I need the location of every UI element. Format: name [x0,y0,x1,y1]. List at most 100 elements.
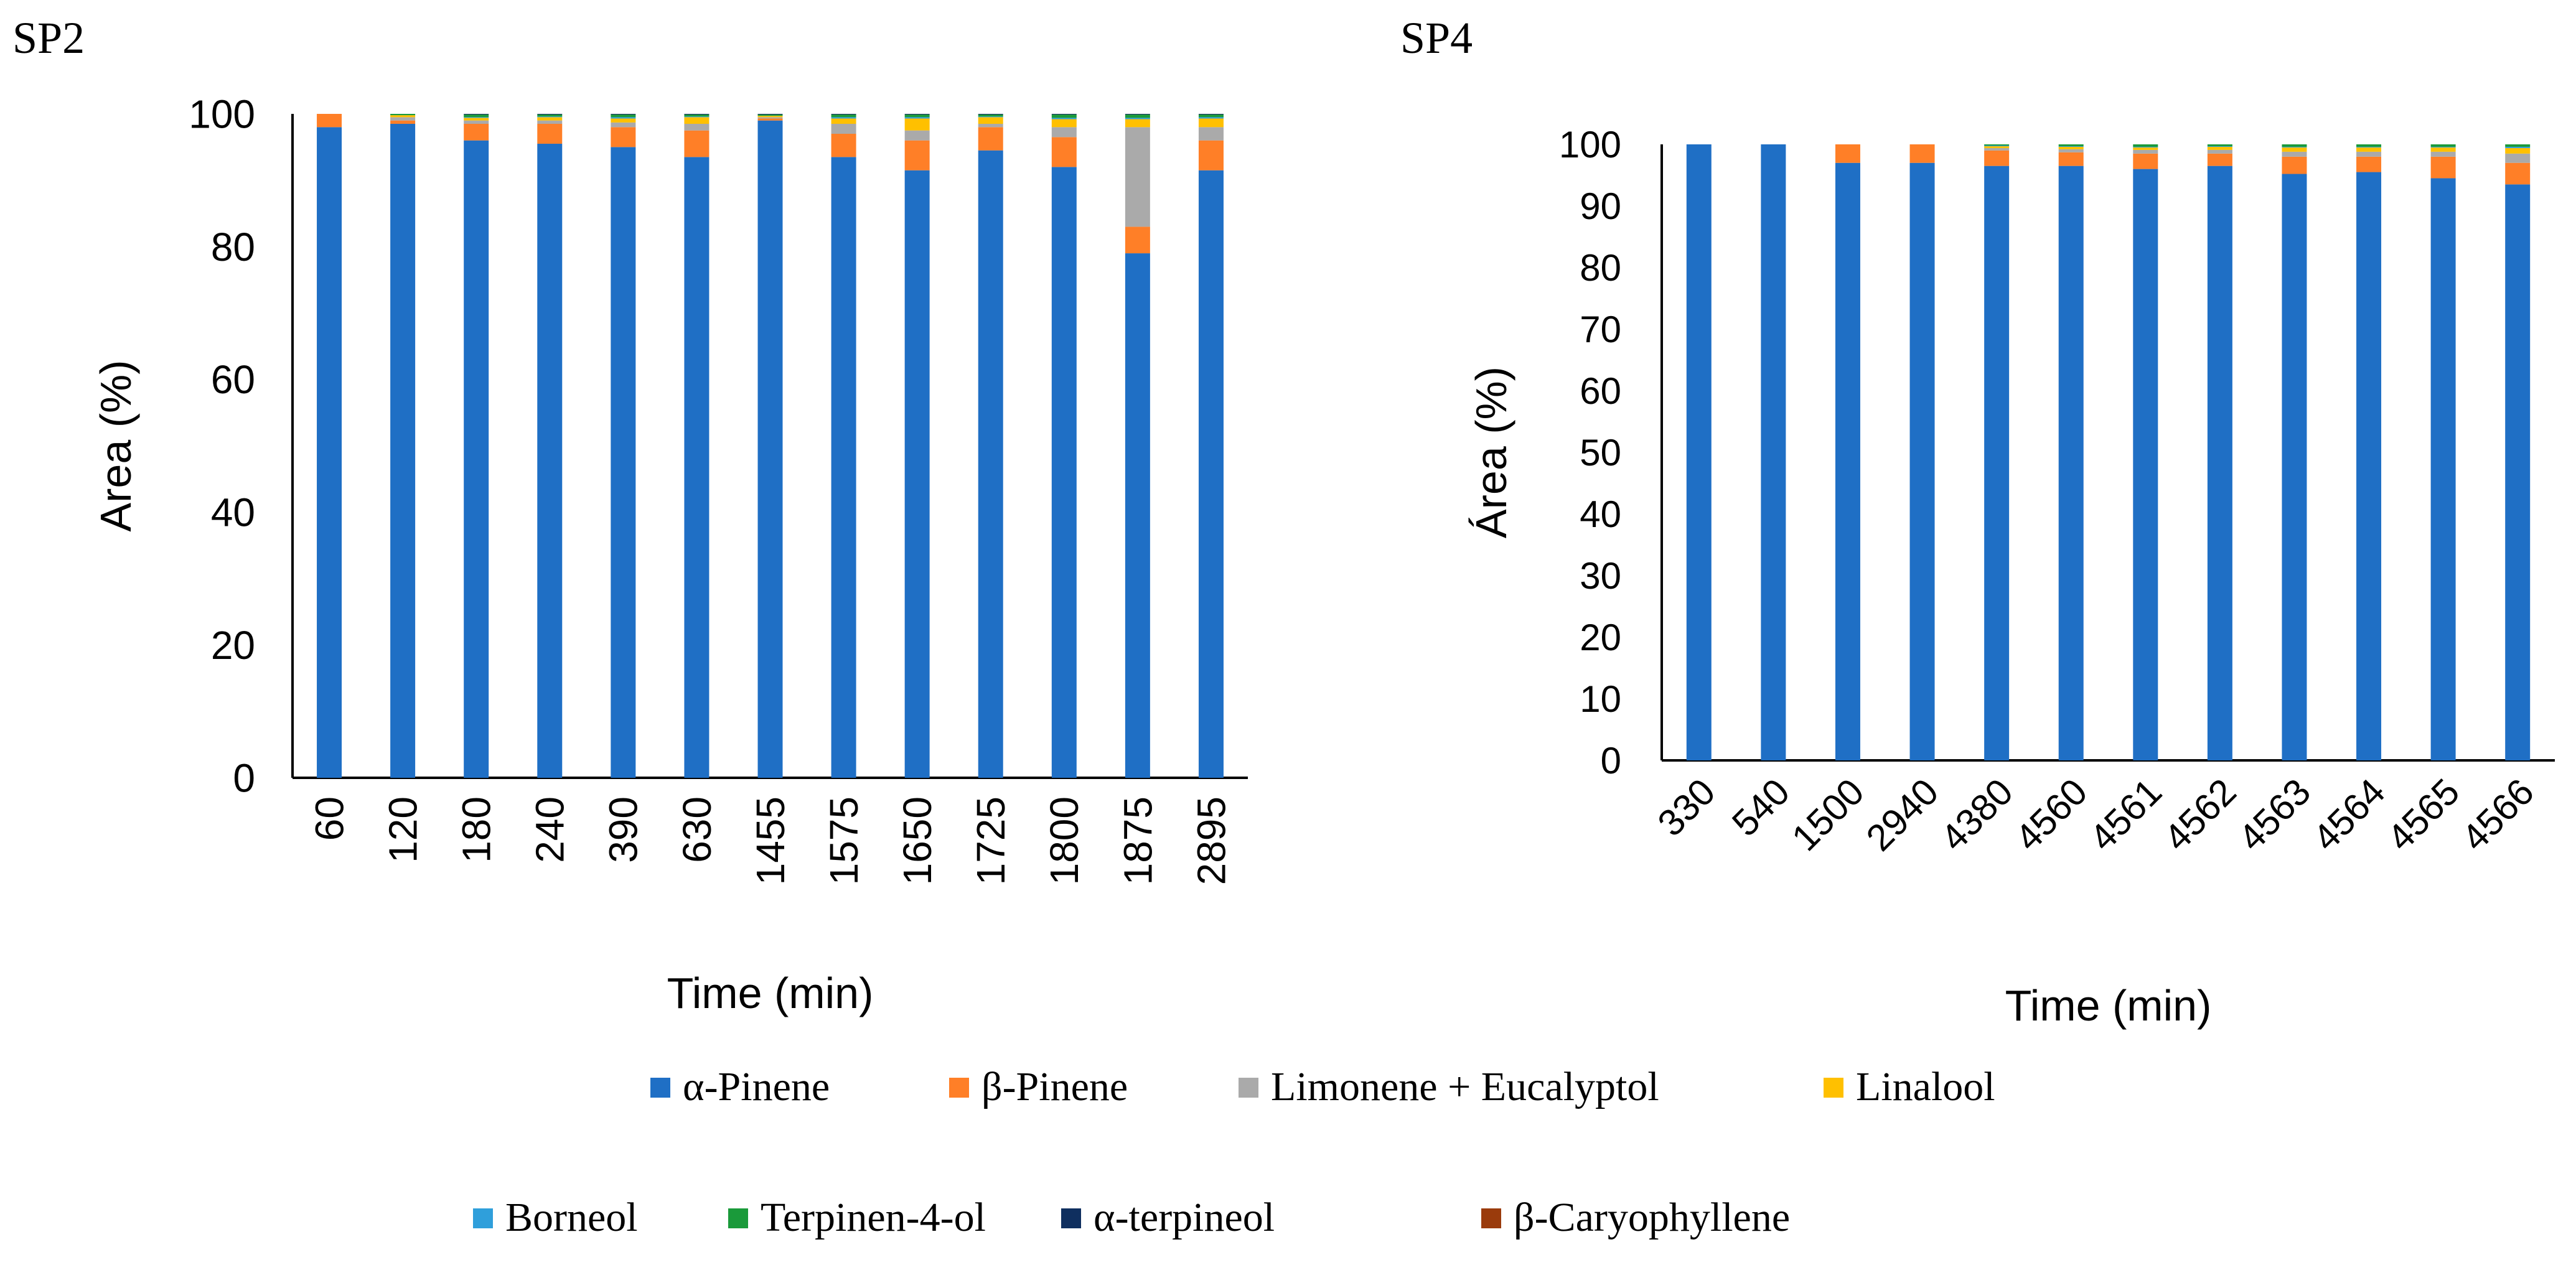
sp2-bar-terpinen-4-ol [1198,114,1224,118]
sp2-bar-alpha-pinene [978,150,1003,778]
sp2-bar-beta-pinene [390,120,416,124]
sp4-bar-alpha-pinene [2207,166,2232,760]
sp2-bar-terpinen-4-ol [831,114,856,118]
sp4-bar-limonene-eucalyptol [2505,153,2531,163]
sp4-bar-borneol [2505,146,2531,148]
sp2-bar-terpinen-4-ol [1051,114,1077,118]
sp2-bar-terpinen-4-ol [757,114,783,116]
sp2-bar-alpha-pinene [464,140,489,778]
sp4-bar-alpha-pinene [2505,184,2531,761]
sp2-bar-linalool [611,118,636,123]
sp4-y-tick-label: 0 [1601,740,1621,782]
sp2-bar-limonene-eucalyptol [1198,127,1224,141]
sp2-y-axis-title: Area (%) [91,360,140,531]
sp2-bar-alpha-pinene [390,124,416,778]
legend-label-limonene-eucalyptol: Limonene + Eucalyptol [1271,1064,1659,1109]
sp2-bar-limonene-eucalyptol [611,122,636,128]
sp2-bar-beta-pinene [464,124,489,141]
sp4-bar-linalool [2133,147,2158,150]
sp4-x-axis-title: Time (min) [2005,981,2212,1030]
sp4-bar-beta-pinene [2058,152,2084,166]
legend-label-alpha-terpineol: α-terpineol [1094,1195,1275,1240]
sp2-bar-terpinen-4-ol [684,114,710,117]
sp2-x-tick-label: 1455 [748,796,793,885]
legend-label-terpinen-4-ol: Terpinen-4-ol [761,1195,986,1240]
sp4-bar-beta-pinene [1909,144,1935,163]
sp4-bar-borneol [2058,146,2084,147]
sp4-bar-terpinen-4-ol [2356,144,2382,147]
sp4-x-tick-label: 4561 [2081,771,2170,859]
sp4-bar-beta-pinene [2282,156,2307,174]
sp2-bar-beta-pinene [317,114,342,128]
sp2-x-tick-label: 390 [601,796,646,863]
sp4-bar-alpha-pinene [1686,144,1712,760]
legend-swatch-alpha-terpineol [1061,1208,1081,1228]
sp2-x-tick-label: 240 [528,796,573,863]
sp4-x-tick-label: 4562 [2156,771,2244,859]
sp2-bar-borneol [464,117,489,118]
sp2-bar-borneol [904,117,930,119]
sp4-bar-limonene-eucalyptol [2282,151,2307,157]
sp2-bar-alpha-pinene [904,170,930,778]
sp4-bar-limonene-eucalyptol [2430,151,2456,157]
sp4-y-tick-label: 80 [1580,247,1621,289]
sp4-bar-terpinen-4-ol [2058,144,2084,146]
sp4-y-tick-label: 60 [1580,370,1621,412]
sp2-bar-linalool [904,118,930,131]
sp4-bar-beta-pinene [2207,153,2232,166]
sp4-bar-alpha-pinene [1835,162,1860,760]
sp4-x-tick-label: 2940 [1858,771,1947,859]
sp4-bar-alpha-pinene [1984,166,2010,760]
sp2-bar-terpinen-4-ol [1125,114,1150,118]
sp2-bar-borneol [537,116,563,118]
sp4-y-axis-title: Área (%) [1467,367,1515,538]
sp2-bar-beta-pinene [684,130,710,157]
sp2-bar-terpinen-4-ol [978,114,1003,117]
legend-label-borneol: Borneol [505,1195,638,1240]
sp4-bar-linalool [1984,146,2010,148]
legend-swatch-alpha-pinene [650,1078,670,1098]
sp2-bar-terpinen-4-ol [611,114,636,118]
sp2-bar-borneol [831,117,856,119]
sp2-bar-beta-pinene [831,134,856,157]
sp4-bar-alpha-pinene [2058,166,2084,760]
sp2-bar-borneol [978,116,1003,118]
sp2-bar-terpinen-4-ol [537,114,563,117]
legend-swatch-borneol [473,1208,493,1228]
sp2-bar-alpha-pinene [317,127,342,778]
sp4-x-tick-label: 1500 [1784,771,1872,859]
sp2-bar-borneol [684,116,710,118]
sp2-bar-linalool [978,117,1003,124]
sp2-x-tick-label: 1875 [1115,796,1160,885]
sp4-bar-linalool [2207,146,2232,150]
sp4-bar-limonene-eucalyptol [2133,149,2158,154]
sp4-x-tick-label: 4560 [2007,771,2096,859]
sp4-bar-linalool [2282,147,2307,152]
sp2-bar-alpha-pinene [611,147,636,778]
sp2-x-tick-label: 630 [675,796,719,863]
sp2-y-tick-label: 100 [189,91,255,136]
sp4-y-tick-label: 50 [1580,432,1621,474]
sp2-bar-linalool [1051,119,1077,128]
sp2-x-tick-label: 60 [307,796,352,841]
sp4-y-tick-label: 100 [1559,124,1621,166]
sp2-x-tick-label: 180 [454,796,499,863]
legend-label-beta-caryophyllene: β-Caryophyllene [1514,1195,1790,1240]
sp2-bar-alpha-pinene [537,144,563,778]
sp2-y-tick-label: 0 [233,755,255,800]
sp2-y-tick-label: 20 [211,623,255,668]
sp4-bar-limonene-eucalyptol [2356,151,2382,157]
sp2-bar-limonene-eucalyptol [831,124,856,134]
sp4-y-tick-label: 40 [1580,493,1621,535]
sp4-x-tick-label: 540 [1724,771,1797,844]
sp4-bar-linalool [2058,146,2084,149]
sp2-bar-limonene-eucalyptol [1051,127,1077,138]
sp4-bar-alpha-pinene [1761,144,1786,760]
sp4-bar-alpha-pinene [1909,162,1935,760]
sp2-bar-borneol [1051,118,1077,119]
legend-swatch-beta-pinene [949,1078,969,1098]
sp2-bar-limonene-eucalyptol [978,124,1003,128]
sp2-bar-limonene-eucalyptol [757,117,783,119]
sp4-bar-terpinen-4-ol [2430,144,2456,147]
sp2-x-tick-label: 2895 [1189,796,1234,885]
